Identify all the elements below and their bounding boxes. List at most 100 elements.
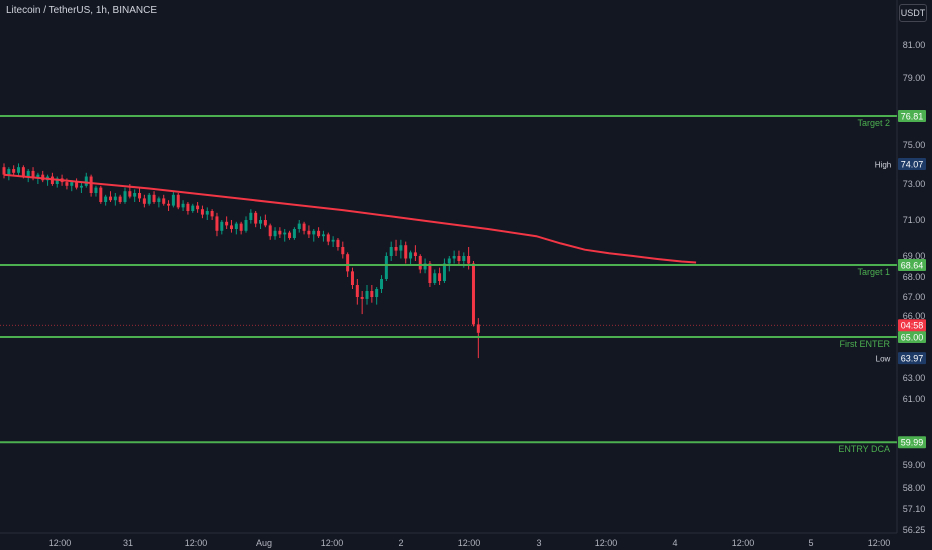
candle-body	[321, 234, 325, 237]
candle-body	[259, 220, 263, 224]
low-label: Low	[876, 355, 891, 364]
candle-body	[360, 297, 364, 299]
x-tick-label: Aug	[256, 538, 272, 548]
level-price-text: 59.99	[901, 438, 924, 448]
candle-body	[346, 254, 350, 272]
candle-body	[442, 263, 446, 281]
x-tick-label: 12:00	[868, 538, 891, 548]
candle-body	[365, 291, 369, 299]
candle-body	[370, 291, 374, 297]
candle-body	[239, 223, 243, 231]
x-tick-label: 5	[808, 538, 813, 548]
x-tick-label: 3	[536, 538, 541, 548]
candle-body	[355, 285, 359, 297]
candle-body	[428, 263, 432, 283]
candle-body	[152, 194, 156, 202]
low-price-badge	[898, 352, 926, 365]
candle-body	[447, 258, 451, 264]
high-label: High	[875, 161, 891, 170]
candle-body	[404, 245, 408, 259]
level-price-badge	[898, 110, 926, 122]
candle-body	[433, 273, 437, 283]
candle-body	[399, 245, 403, 251]
countdown-badge	[898, 319, 926, 332]
candle-body	[104, 196, 108, 202]
level-name: ENTRY DCA	[838, 444, 890, 454]
candle-body	[244, 220, 248, 231]
candle-body	[113, 196, 117, 201]
candle-body	[462, 256, 466, 261]
candle-body	[36, 174, 40, 179]
y-tick-label: 61.00	[903, 394, 926, 404]
candle-body	[341, 247, 345, 255]
candle-body	[17, 167, 21, 173]
y-tick-label: 69.00	[903, 251, 926, 261]
candle-body	[84, 176, 88, 186]
candle-body	[438, 273, 442, 281]
level-name: Target 2	[857, 118, 890, 128]
x-tick-label: 12:00	[595, 538, 618, 548]
candle-body	[176, 194, 180, 208]
candle-body	[157, 198, 161, 202]
level-price-text: 68.64	[901, 261, 924, 271]
y-tick-label: 58.00	[903, 483, 926, 493]
candle-body	[297, 223, 301, 229]
level-name: Target 1	[857, 267, 890, 277]
y-tick-label: 66.00	[903, 311, 926, 321]
level-price-badge	[898, 331, 926, 343]
candle-body	[171, 194, 175, 206]
high-price-badge	[898, 158, 926, 170]
candle-body	[249, 212, 253, 220]
candle-body	[123, 191, 127, 202]
candle-body	[384, 256, 388, 279]
candle-body	[467, 256, 471, 264]
candle-body	[423, 263, 427, 270]
candle-body	[79, 185, 83, 188]
candle-body	[375, 289, 379, 297]
moving-average-line	[3, 173, 697, 264]
candle-body	[225, 221, 229, 226]
x-tick-label: 12:00	[458, 538, 481, 548]
candle-body	[205, 211, 209, 215]
candle-body	[317, 230, 321, 237]
candle-body	[476, 324, 480, 333]
candle-body	[128, 191, 132, 197]
currency-button[interactable]: USDT	[899, 4, 927, 22]
candle-body	[220, 221, 224, 231]
x-tick-label: 31	[123, 538, 133, 548]
candle-body	[210, 211, 214, 217]
low-price-text: 63.97	[901, 354, 924, 364]
candle-body	[12, 169, 16, 173]
level-price-badge	[898, 259, 926, 271]
candle-body	[89, 176, 93, 193]
candle-body	[65, 182, 69, 186]
candle-body	[200, 209, 204, 215]
x-tick-label: 12:00	[732, 538, 755, 548]
candle-body	[138, 193, 142, 199]
candle-body	[452, 256, 456, 259]
y-tick-label: 81.00	[903, 40, 926, 50]
countdown-text: 04:58	[901, 321, 924, 331]
y-tick-label: 71.00	[903, 215, 926, 225]
candle-body	[413, 252, 417, 256]
high-label-box	[871, 158, 895, 170]
candle-body	[215, 216, 219, 231]
candle-body	[302, 223, 306, 231]
candle-body	[147, 194, 151, 204]
candle-body	[75, 182, 79, 188]
candle-body	[457, 256, 461, 261]
level-price-text: 65.00	[901, 333, 924, 343]
y-tick-label: 56.25	[903, 525, 926, 535]
candle-body	[191, 205, 195, 211]
y-tick-label: 73.00	[903, 179, 926, 189]
candle-body	[389, 247, 393, 256]
candle-body	[254, 212, 258, 224]
candle-body	[196, 205, 200, 210]
y-tick-label: 68.00	[903, 272, 926, 282]
candle-body	[181, 203, 185, 208]
candle-body	[167, 203, 171, 206]
y-tick-label: 57.10	[903, 504, 926, 514]
candle-body	[7, 169, 11, 175]
